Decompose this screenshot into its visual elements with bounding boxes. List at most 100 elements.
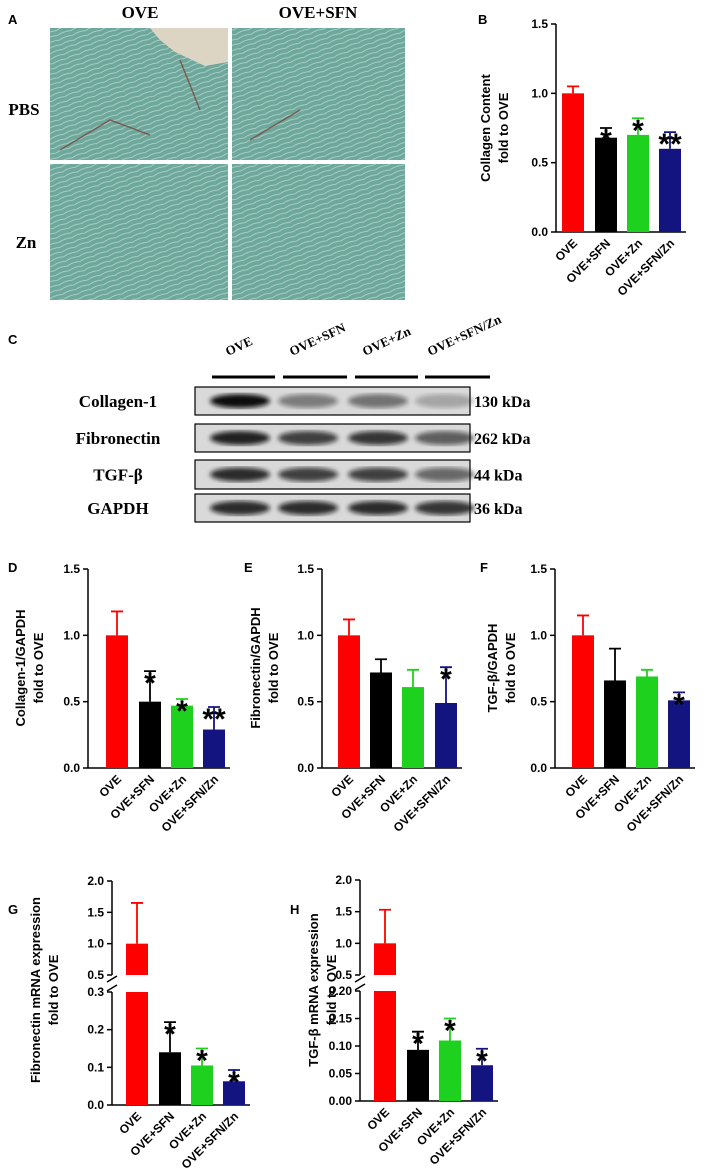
y-tick-label: 0.5 xyxy=(87,968,104,982)
y-tick-label: 1.0 xyxy=(87,937,104,951)
size-label: 130 kDa xyxy=(474,394,530,411)
y-tick-label: 0.1 xyxy=(87,1060,104,1074)
blot-band xyxy=(348,467,408,482)
y-axis-label: TGF-β/GAPDH xyxy=(485,624,500,713)
bar xyxy=(374,943,396,975)
error-bar xyxy=(196,1047,208,1066)
micrographs xyxy=(50,28,405,300)
y-tick-label: 2.0 xyxy=(87,874,104,888)
y-tick-label: 1.5 xyxy=(530,562,547,576)
y-tick-label: 1.5 xyxy=(87,905,104,919)
error-bar xyxy=(641,668,653,677)
significance-label: * xyxy=(228,1066,240,1099)
micrograph xyxy=(232,164,405,300)
y-axis-label: Fibronectin/GAPDH xyxy=(248,607,263,728)
y-axis-label: Collagen-1/GAPDH xyxy=(13,609,28,726)
size-label: 44 kDa xyxy=(474,468,522,485)
bar xyxy=(595,137,617,232)
protein-label: TGF-β xyxy=(93,466,143,485)
row-label: PBS xyxy=(8,100,39,119)
significance-label: * xyxy=(196,1045,208,1078)
panel-letter: G xyxy=(8,902,18,917)
y-tick-label: 1.0 xyxy=(297,628,314,642)
y-tick-label: 0.05 xyxy=(329,1067,353,1081)
axis-break xyxy=(106,975,118,983)
significance-label: ** xyxy=(658,128,682,161)
significance-label: * xyxy=(673,688,685,721)
size-label: 36 kDa xyxy=(474,501,522,518)
blot-band xyxy=(278,501,338,515)
bar xyxy=(659,148,681,232)
error-bar xyxy=(407,668,419,688)
bar xyxy=(604,680,626,768)
blot-band xyxy=(278,394,338,408)
y-tick-label: 0.00 xyxy=(329,1094,353,1108)
y-tick-label: 0.3 xyxy=(87,985,104,999)
column-label: OVE+SFN xyxy=(279,3,358,22)
y-tick-label: 0.0 xyxy=(87,1098,104,1112)
y-axis-label: Collagen Content xyxy=(478,74,493,182)
significance-label: * xyxy=(412,1028,424,1061)
y-axis-label: fold to OVE xyxy=(324,954,339,1025)
bar xyxy=(572,635,594,768)
error-bar xyxy=(609,647,621,681)
error-bar xyxy=(208,706,220,730)
y-axis-label: fold to OVE xyxy=(503,632,518,703)
bar xyxy=(435,702,457,768)
blot-band xyxy=(415,394,475,408)
micrograph xyxy=(232,28,405,160)
axis-break xyxy=(106,984,118,992)
panel-letter: F xyxy=(480,560,488,575)
y-tick-label: 0.10 xyxy=(329,1039,353,1053)
y-tick-label: 0.5 xyxy=(63,695,80,709)
panel-letter: B xyxy=(478,12,487,27)
column-label: OVE xyxy=(122,3,159,22)
y-tick-label: 1.0 xyxy=(63,628,80,642)
bar xyxy=(627,134,649,232)
significance-label: * xyxy=(440,663,452,696)
bar xyxy=(106,635,128,768)
panel-letter: A xyxy=(8,12,18,27)
significance-label: * xyxy=(632,114,644,147)
y-axis-label: fold to OVE xyxy=(496,92,511,163)
significance-label: * xyxy=(144,667,156,700)
significance-label: ** xyxy=(202,703,226,736)
y-tick-label: 2.0 xyxy=(335,873,352,887)
blot-band xyxy=(348,394,408,408)
y-tick-label: 0.15 xyxy=(329,1012,353,1026)
error-bar xyxy=(664,131,676,149)
y-tick-label: 1.0 xyxy=(335,936,352,950)
size-label: 262 kDa xyxy=(474,431,530,448)
y-axis-label: TGF-β mRNA expression xyxy=(306,913,321,1066)
bar xyxy=(139,701,161,768)
row-label: Zn xyxy=(16,233,37,252)
bar xyxy=(407,1049,429,1101)
protein-label: GAPDH xyxy=(87,499,148,518)
axis-break xyxy=(354,975,366,983)
blot-band xyxy=(210,394,270,408)
error-bar xyxy=(375,658,387,673)
bar xyxy=(439,1040,461,1101)
blot-band xyxy=(415,501,475,515)
significance-label: * xyxy=(176,695,188,728)
significance-label: * xyxy=(476,1045,488,1078)
bar xyxy=(191,1065,213,1105)
blot-band xyxy=(278,431,338,445)
micrograph xyxy=(50,164,228,300)
y-axis-label: fold to OVE xyxy=(266,632,281,703)
error-bar xyxy=(632,117,644,135)
y-tick-label: 0.0 xyxy=(530,761,547,775)
error-bar xyxy=(600,127,612,138)
blot-band xyxy=(348,501,408,515)
bar xyxy=(126,943,148,975)
blot-band xyxy=(278,467,338,482)
bar xyxy=(338,635,360,768)
chart: H TGF-β mRNA expression fold to OVE 0.00 0.0… xyxy=(290,873,498,1168)
significance-label: * xyxy=(444,1015,456,1048)
y-tick-label: 0.2 xyxy=(87,1023,104,1037)
error-bar xyxy=(379,908,391,944)
blot-band xyxy=(348,431,408,445)
bar xyxy=(171,705,193,768)
axis-break xyxy=(354,983,366,991)
